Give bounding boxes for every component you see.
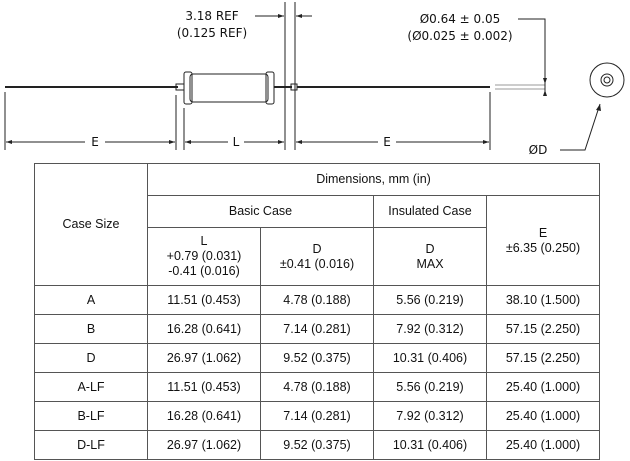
table-row: B 16.28 (0.641) 7.14 (0.281) 7.92 (0.312) 57… — [34, 314, 601, 344]
table-cell: 38.10 (1.500) — [485, 285, 601, 315]
table-cell: 11.51 (0.453) — [147, 372, 261, 402]
lead-dia-in: (Ø0.025 ± 0.002) — [407, 29, 512, 43]
table-cell: 10.31 (0.406) — [373, 343, 487, 373]
d-header-tolerance: ±0.41 (0.016) — [279, 256, 355, 271]
ref-dim: 3.18 REF — [185, 9, 238, 23]
table-cell: B-LF — [34, 401, 148, 431]
table-cell: A — [34, 285, 148, 315]
table-cell: 7.14 (0.281) — [260, 401, 374, 431]
table-cell: A-LF — [34, 372, 148, 402]
table-cell: 5.56 (0.219) — [373, 285, 487, 315]
lead-dia: Ø0.64 ± 0.05 — [420, 12, 501, 26]
dmax-header-label: D — [425, 241, 435, 256]
d-header-label: D — [312, 241, 322, 256]
ref-dim-in: (0.125 REF) — [177, 26, 247, 40]
table-cell: 25.40 (1.000) — [485, 401, 601, 431]
d-header: D ±0.41 (0.016) — [260, 227, 374, 286]
insulated-case-header: Insulated Case — [373, 195, 487, 228]
l-header-minus: -0.41 (0.016) — [168, 264, 240, 278]
table-cell: D — [34, 343, 148, 373]
table-cell: 7.92 (0.312) — [373, 314, 487, 344]
dmax-header: D MAX — [373, 227, 487, 286]
dmax-header-max: MAX — [416, 256, 444, 271]
table-cell: D-LF — [34, 430, 148, 460]
capacitor-drawing: E L E 3.18 REF (0.125 REF) Ø0.64 ± 0.05 … — [4, 2, 625, 157]
e-header-tolerance: ±6.35 (0.250) — [505, 240, 581, 255]
l-header-plus: +0.79 (0.031) — [166, 249, 242, 263]
dimensions-table: Case Size Dimensions, mm (in) Basic Case… — [34, 163, 601, 460]
table-cell: 5.56 (0.219) — [373, 372, 487, 402]
table-cell: 57.15 (2.250) — [485, 314, 601, 344]
table-cell: 9.52 (0.375) — [260, 343, 374, 373]
table-cell: 10.31 (0.406) — [373, 430, 487, 460]
table-body: A 11.51 (0.453) 4.78 (0.188) 5.56 (0.219) 38… — [34, 285, 601, 460]
e-label-left: E — [91, 135, 99, 149]
l-header-label: L — [200, 234, 208, 248]
table-cell: 7.92 (0.312) — [373, 401, 487, 431]
table-cell: 11.51 (0.453) — [147, 285, 261, 315]
e-header: E ±6.35 (0.250) — [485, 195, 601, 286]
table-cell: 4.78 (0.188) — [260, 285, 374, 315]
table-row: B-LF 16.28 (0.641) 7.14 (0.281) 7.92 (0.312… — [34, 401, 601, 431]
table-cell: 16.28 (0.641) — [147, 401, 261, 431]
table-cell: 57.15 (2.250) — [485, 343, 601, 373]
table-cell: 26.97 (1.062) — [147, 343, 261, 373]
table-cell: 26.97 (1.062) — [147, 430, 261, 460]
table-cell: B — [34, 314, 148, 344]
e-label-right: E — [383, 135, 391, 149]
table-row: D-LF 26.97 (1.062) 9.52 (0.375) 10.31 (0.40… — [34, 430, 601, 460]
l-header: L +0.79 (0.031) -0.41 (0.016) — [147, 227, 261, 286]
table-row: A 11.51 (0.453) 4.78 (0.188) 5.56 (0.219) 38… — [34, 285, 601, 315]
table-cell: 25.40 (1.000) — [485, 430, 601, 460]
table-cell: 4.78 (0.188) — [260, 372, 374, 402]
e-header-label: E — [538, 225, 548, 240]
table-row: A-LF 11.51 (0.453) 4.78 (0.188) 5.56 (0.219… — [34, 372, 601, 402]
table-cell: 9.52 (0.375) — [260, 430, 374, 460]
table-cell: 7.14 (0.281) — [260, 314, 374, 344]
basic-case-header: Basic Case — [147, 195, 374, 228]
table-cell: 16.28 (0.641) — [147, 314, 261, 344]
dimensions-header: Dimensions, mm (in) — [146, 163, 601, 196]
table-row: D 26.97 (1.062) 9.52 (0.375) 10.31 (0.406) 5… — [34, 343, 601, 373]
case-size-header: Case Size — [34, 163, 148, 286]
table-cell: 25.40 (1.000) — [485, 372, 601, 402]
l-label: L — [233, 135, 240, 149]
d-label: ØD — [529, 143, 548, 157]
